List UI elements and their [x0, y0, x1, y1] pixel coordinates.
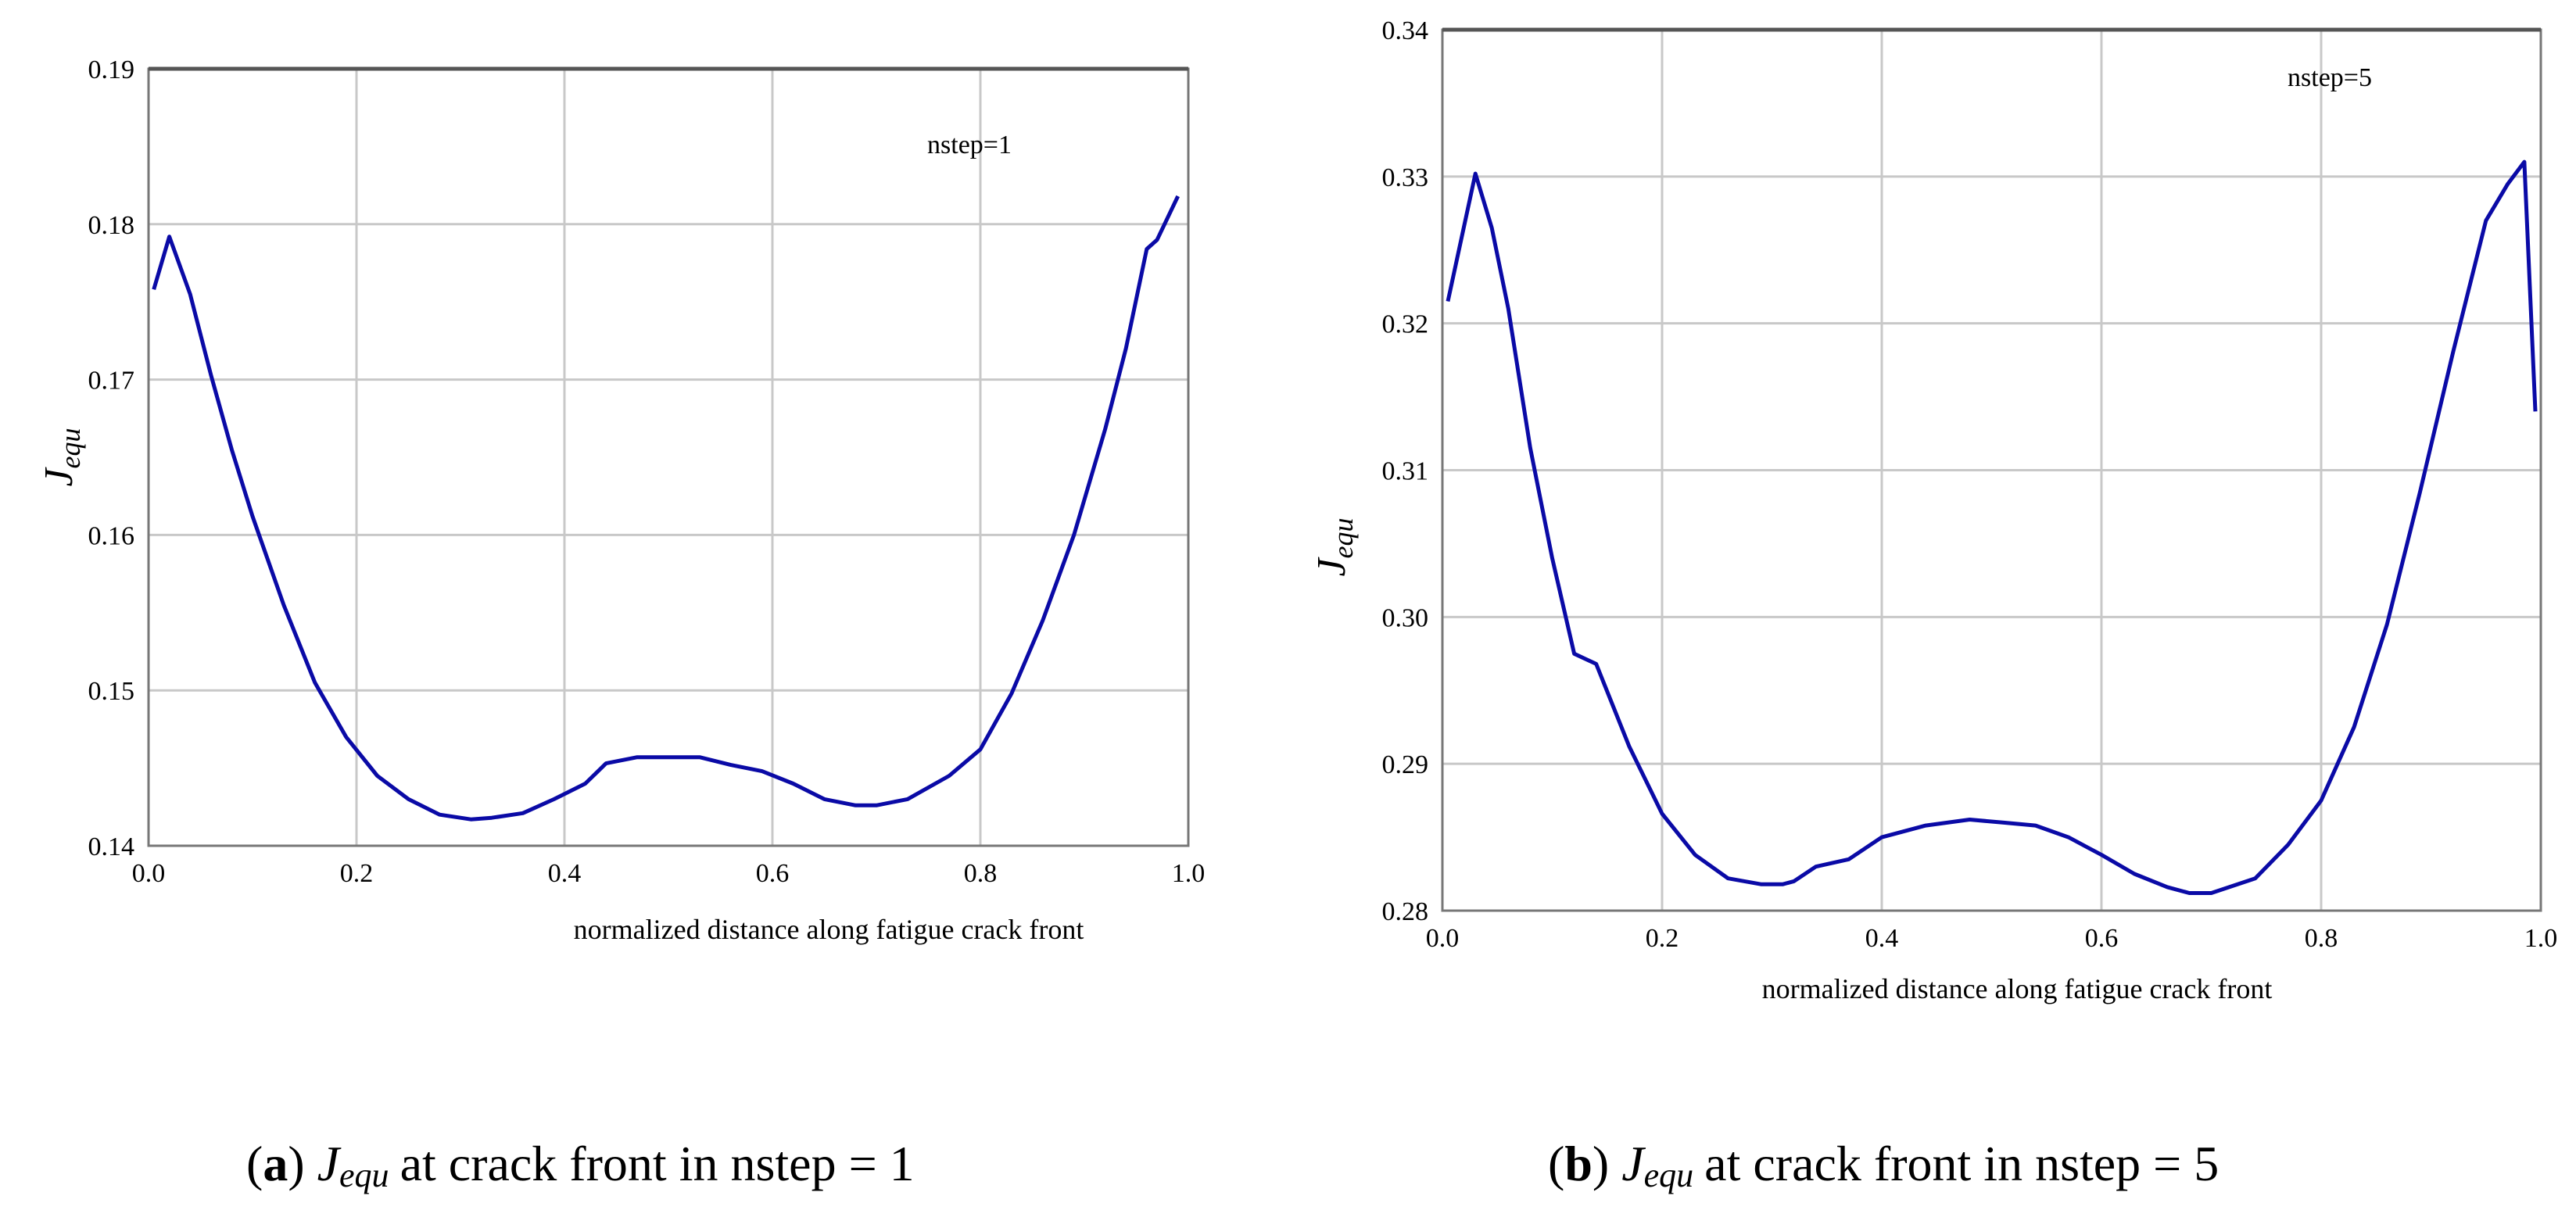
- x-axis-label-b: normalized distance along fatigue crack …: [1762, 973, 2273, 1004]
- x-tick-label: 0.0: [132, 859, 166, 888]
- y-tick-label: 0.31: [1382, 457, 1429, 486]
- y-tick-label: 0.29: [1382, 750, 1429, 779]
- caption-b-text: at crack front in nstep = 5: [1704, 1136, 2219, 1191]
- series-line-nstep5: [1446, 159, 2538, 895]
- x-tick-label: 0.4: [548, 859, 582, 888]
- y-tick-label: 0.14: [88, 832, 135, 861]
- y-axis-symbol-a: J: [37, 467, 81, 487]
- y-axis-subscript-a: equ: [55, 428, 86, 468]
- y-tick-label: 0.18: [88, 211, 135, 240]
- x-tick-labels-a: 0.0 0.2 0.4 0.6 0.8 1.0: [132, 859, 1206, 888]
- caption-a: (a) Jequ at crack front in nstep = 1: [246, 1136, 915, 1194]
- y-tick-label: 0.28: [1382, 897, 1429, 926]
- y-tick-label: 0.32: [1382, 310, 1429, 339]
- y-tick-label: 0.30: [1382, 603, 1429, 632]
- x-tick-label: 1.0: [2524, 924, 2558, 953]
- y-tick-label: 0.34: [1382, 16, 1429, 45]
- y-tick-label: 0.19: [88, 55, 135, 84]
- y-axis-label-a: Jequ: [37, 428, 86, 486]
- series-line-nstep1: [152, 195, 1180, 822]
- y-axis-subscript-b: equ: [1327, 517, 1359, 558]
- caption-a-subscript: equ: [339, 1156, 389, 1194]
- x-tick-label: 0.8: [964, 859, 998, 888]
- chart-panel-a: 0.14 0.15 0.16 0.17 0.18 0.19 0.0 0.2 0.4 0.6 0.8…: [37, 55, 1205, 945]
- y-tick-label: 0.33: [1382, 163, 1429, 192]
- y-tick-labels-b: 0.28 0.29 0.30 0.31 0.32 0.33 0.34: [1382, 16, 1429, 926]
- plot-frame-a: [147, 67, 1190, 847]
- caption-b-subscript: equ: [1644, 1156, 1694, 1194]
- x-tick-label: 1.0: [1172, 859, 1206, 888]
- chart-panel-b: 0.280.290.300.310.320.330.34 0.0 0.2 0.4 0.…: [1309, 16, 2557, 1004]
- x-tick-labels-b: 0.0 0.2 0.4 0.6 0.8 1.0: [1426, 924, 2558, 953]
- y-tick-label: 0.16: [88, 521, 135, 550]
- x-tick-label: 0.8: [2305, 924, 2338, 953]
- y-axis-label-b: Jequ: [1309, 517, 1359, 576]
- caption-b-symbol: J: [1621, 1136, 1646, 1191]
- gridlines-a: [147, 67, 1190, 847]
- x-tick-label: 0.2: [340, 859, 374, 888]
- annotation-nstep1: nstep=1: [927, 131, 1012, 159]
- x-tick-label: 0.2: [1646, 924, 1679, 953]
- caption-a-symbol: J: [317, 1136, 342, 1191]
- y-tick-labels-a: 0.14 0.15 0.16 0.17 0.18 0.19: [88, 55, 135, 861]
- x-tick-label: 0.4: [1865, 924, 1899, 953]
- caption-b-label: b: [1564, 1136, 1593, 1191]
- x-tick-label: 0.0: [1426, 924, 1460, 953]
- gridlines-b: [1441, 28, 2542, 912]
- y-tick-label: 0.15: [88, 677, 135, 706]
- caption-a-text: at crack front in nstep = 1: [400, 1136, 915, 1191]
- x-axis-label-a: normalized distance along fatigue crack …: [574, 914, 1084, 945]
- caption-b: (b) Jequ at crack front in nstep = 5: [1548, 1136, 2219, 1194]
- annotation-nstep5: nstep=5: [2288, 63, 2372, 92]
- y-tick-label: 0.17: [88, 367, 135, 396]
- y-axis-symbol-b: J: [1309, 557, 1354, 577]
- x-tick-label: 0.6: [2085, 924, 2119, 953]
- x-tick-label: 0.6: [756, 859, 790, 888]
- caption-a-label: a: [263, 1136, 288, 1191]
